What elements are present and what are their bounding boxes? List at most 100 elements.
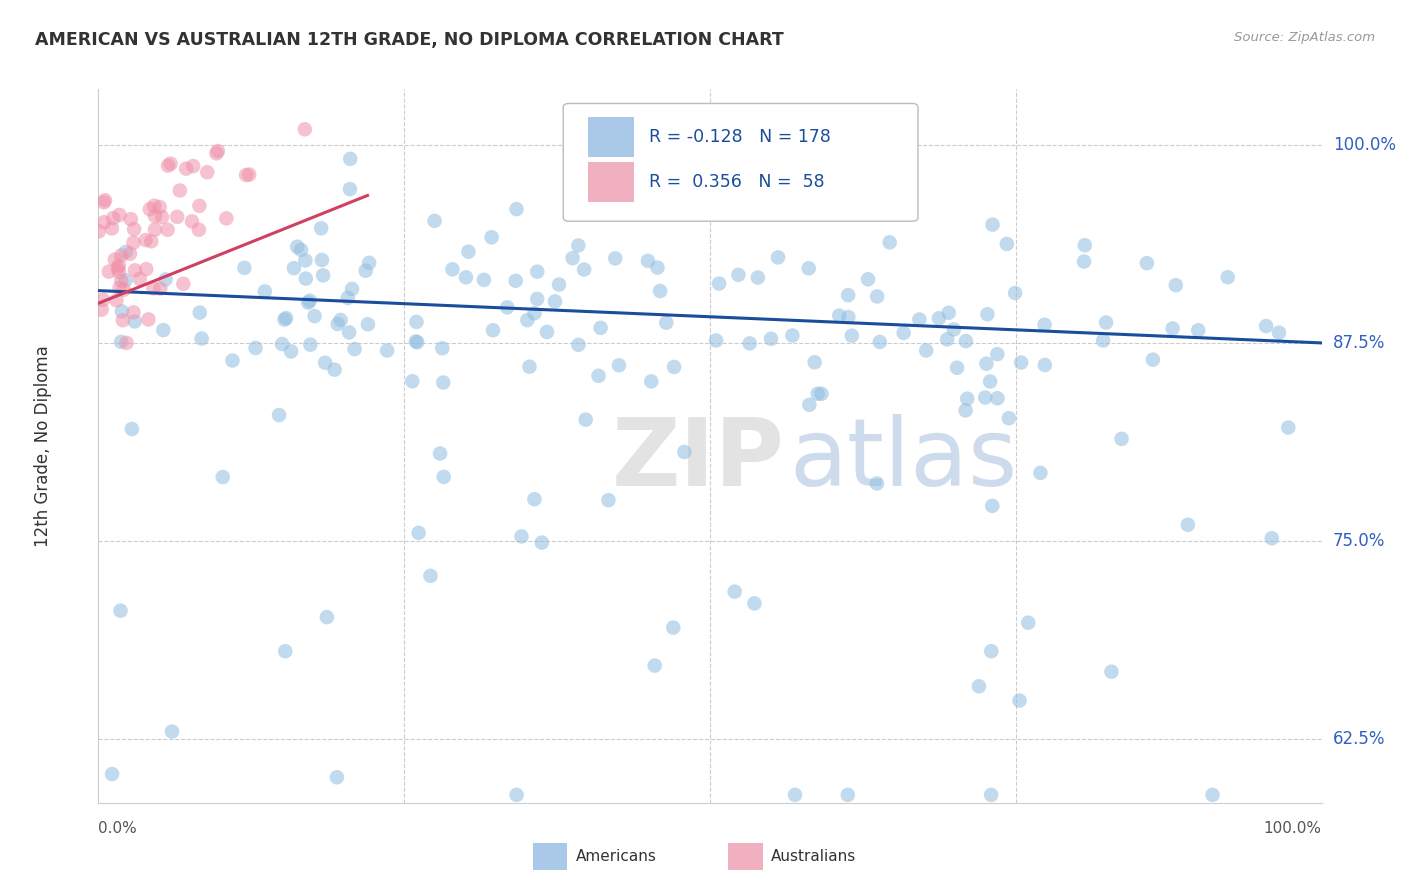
Point <box>233 260 256 275</box>
Point <box>828 309 851 323</box>
Text: 100.0%: 100.0% <box>1264 821 1322 836</box>
Point <box>928 311 950 326</box>
Point <box>644 658 666 673</box>
Point <box>110 334 132 349</box>
Point <box>108 259 131 273</box>
Point <box>101 221 124 235</box>
Point <box>782 328 804 343</box>
Point <box>766 251 789 265</box>
Point <box>1029 466 1052 480</box>
Point <box>956 392 979 406</box>
FancyBboxPatch shape <box>533 843 567 870</box>
Point <box>340 282 363 296</box>
Point <box>143 199 166 213</box>
Point <box>150 210 173 224</box>
Point <box>526 265 548 279</box>
Point <box>1008 693 1031 707</box>
Point <box>799 398 821 412</box>
Point <box>516 313 538 327</box>
Point <box>505 202 527 216</box>
Point <box>124 314 146 328</box>
Point <box>138 312 160 326</box>
Point <box>139 202 162 217</box>
Point <box>97 265 120 279</box>
Point <box>315 610 337 624</box>
Point <box>915 343 938 358</box>
Point <box>357 318 380 332</box>
FancyBboxPatch shape <box>564 103 918 221</box>
Point <box>419 569 441 583</box>
Point <box>1164 278 1187 293</box>
Point <box>329 313 352 327</box>
Point <box>869 334 891 349</box>
Point <box>274 311 297 326</box>
Point <box>505 274 527 288</box>
Point <box>1201 788 1223 802</box>
Point <box>980 788 1002 802</box>
Point <box>1073 254 1095 268</box>
Point <box>339 182 361 196</box>
Point <box>523 492 546 507</box>
Point <box>588 368 610 383</box>
Point <box>271 337 294 351</box>
Point <box>747 270 769 285</box>
Point <box>90 302 112 317</box>
Point <box>1074 238 1097 252</box>
Point <box>274 644 297 658</box>
Point <box>1216 270 1239 285</box>
Point <box>519 359 541 374</box>
Text: Americans: Americans <box>575 849 657 863</box>
Text: ZIP: ZIP <box>612 414 785 507</box>
Point <box>1033 318 1056 332</box>
Point <box>783 788 806 802</box>
Point <box>107 261 129 276</box>
Point <box>359 256 381 270</box>
Point <box>1161 321 1184 335</box>
Point <box>1261 531 1284 545</box>
Point <box>122 305 145 319</box>
Point <box>245 341 267 355</box>
Point <box>986 347 1008 361</box>
Point <box>314 356 336 370</box>
Point <box>837 788 859 802</box>
Point <box>273 312 295 326</box>
Point <box>94 193 117 207</box>
Point <box>159 156 181 170</box>
Point <box>408 525 430 540</box>
Text: AMERICAN VS AUSTRALIAN 12TH GRADE, NO DIPLOMA CORRELATION CHART: AMERICAN VS AUSTRALIAN 12TH GRADE, NO DI… <box>35 31 785 49</box>
Text: 87.5%: 87.5% <box>1333 334 1385 352</box>
Point <box>637 253 659 268</box>
Point <box>974 391 997 405</box>
Point <box>207 144 229 158</box>
Point <box>980 644 1002 658</box>
Point <box>115 335 138 350</box>
Point <box>187 223 209 237</box>
Point <box>149 200 172 214</box>
Point <box>339 152 361 166</box>
Point <box>605 252 627 266</box>
Point <box>572 262 595 277</box>
Point <box>986 392 1008 406</box>
Point <box>1101 665 1123 679</box>
Point <box>283 261 305 276</box>
Point <box>149 282 172 296</box>
Point <box>343 342 366 356</box>
Point <box>195 165 218 179</box>
Point <box>457 244 479 259</box>
Point <box>326 317 349 331</box>
Point <box>946 360 969 375</box>
Point <box>87 224 110 238</box>
Point <box>995 236 1018 251</box>
Point <box>567 238 589 252</box>
Point <box>607 359 630 373</box>
Point <box>304 309 326 323</box>
Point <box>103 211 125 226</box>
Point <box>181 214 204 228</box>
Text: 100.0%: 100.0% <box>1333 136 1396 153</box>
Point <box>976 357 998 371</box>
Point <box>738 336 761 351</box>
Text: 12th Grade, No Diploma: 12th Grade, No Diploma <box>34 345 52 547</box>
Point <box>299 337 322 351</box>
Point <box>105 293 128 308</box>
Point <box>108 265 131 279</box>
